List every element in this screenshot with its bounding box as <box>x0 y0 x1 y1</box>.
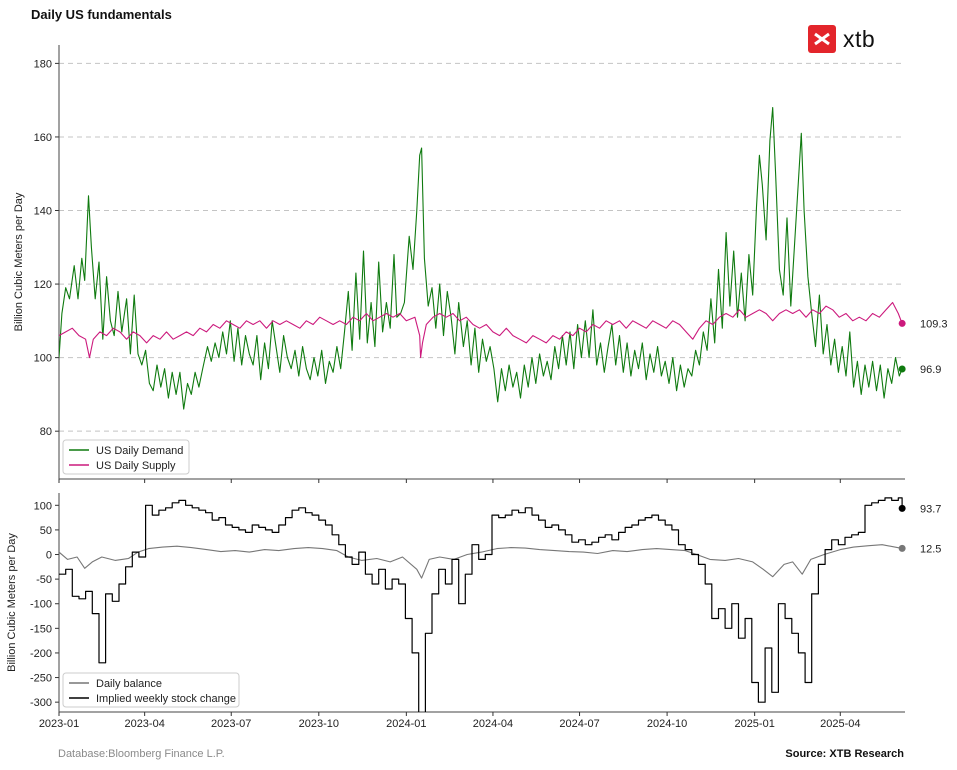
x-tick-label: 2025-04 <box>820 718 860 730</box>
legend-label: US Daily Demand <box>96 445 183 457</box>
series-line-2 <box>59 303 902 358</box>
y-tick-label: 100 <box>34 500 52 512</box>
xtb-logo-text: xtb <box>843 26 875 53</box>
footer-database: Database:Bloomberg Finance L.P. <box>58 748 225 760</box>
footer-source: Source: XTB Research <box>785 748 904 760</box>
bottom-panel: 100 50 0 -50 -100 -150 -200 -250 -300 2023-01 2023… <box>6 493 941 730</box>
series-end-marker <box>899 505 906 512</box>
legend-label: Implied weekly stock change <box>96 693 236 705</box>
y-tick-label: -250 <box>30 673 52 685</box>
xtb-logo-mark-icon <box>808 25 836 53</box>
series-line-2 <box>59 498 902 717</box>
y-axis-label: Billion Cubic Meters per Day <box>6 533 18 672</box>
x-tick-label: 2024-07 <box>559 718 599 730</box>
legend-label: US Daily Supply <box>96 460 176 472</box>
legend-label: Daily balance <box>96 678 162 690</box>
series-end-marker <box>899 366 906 373</box>
top-panel: 80 100 120 140 160 180 Billion Cubic Meters pe… <box>13 45 948 483</box>
x-tick-label: 2023-01 <box>39 718 79 730</box>
series-end-marker <box>899 320 906 327</box>
chart-title: Daily US fundamentals <box>31 7 172 22</box>
legend: Daily balance Implied weekly stock change <box>63 673 239 707</box>
legend-box <box>63 440 189 474</box>
x-tick-label: 2023-10 <box>299 718 339 730</box>
x-tick-label: 2024-01 <box>386 718 426 730</box>
y-tick-label: -300 <box>30 697 52 709</box>
series-end-label: 12.5 <box>920 543 941 555</box>
y-tick-label: 140 <box>34 206 52 218</box>
x-tick-label: 2024-10 <box>647 718 687 730</box>
y-tick-label: 100 <box>34 353 52 365</box>
legend-box <box>63 673 239 707</box>
y-tick-label: -100 <box>30 599 52 611</box>
xtb-logo: xtb <box>808 25 875 53</box>
series-end-marker <box>899 545 906 552</box>
y-tick-label: 0 <box>46 550 52 562</box>
y-axis-label: Billion Cubic Meters per Day <box>13 192 25 331</box>
legend: US Daily Demand US Daily Supply <box>63 440 189 474</box>
y-tick-label: 160 <box>34 132 52 144</box>
series-line-1 <box>59 108 902 410</box>
series-end-label: 109.3 <box>920 318 948 330</box>
y-tick-label: -150 <box>30 623 52 635</box>
x-tick-label: 2025-01 <box>734 718 774 730</box>
y-tick-label: -50 <box>36 574 52 586</box>
y-tick-label: 80 <box>40 426 52 438</box>
x-tick-label: 2023-04 <box>124 718 164 730</box>
series-end-label: 96.9 <box>920 364 941 376</box>
series-line-1 <box>59 545 902 578</box>
x-tick-label: 2024-04 <box>473 718 513 730</box>
y-tick-label: 50 <box>40 525 52 537</box>
x-tick-label: 2023-07 <box>211 718 251 730</box>
y-tick-label: 180 <box>34 58 52 70</box>
y-tick-label: 120 <box>34 279 52 291</box>
series-end-label: 93.7 <box>920 503 941 515</box>
y-tick-label: -200 <box>30 648 52 660</box>
